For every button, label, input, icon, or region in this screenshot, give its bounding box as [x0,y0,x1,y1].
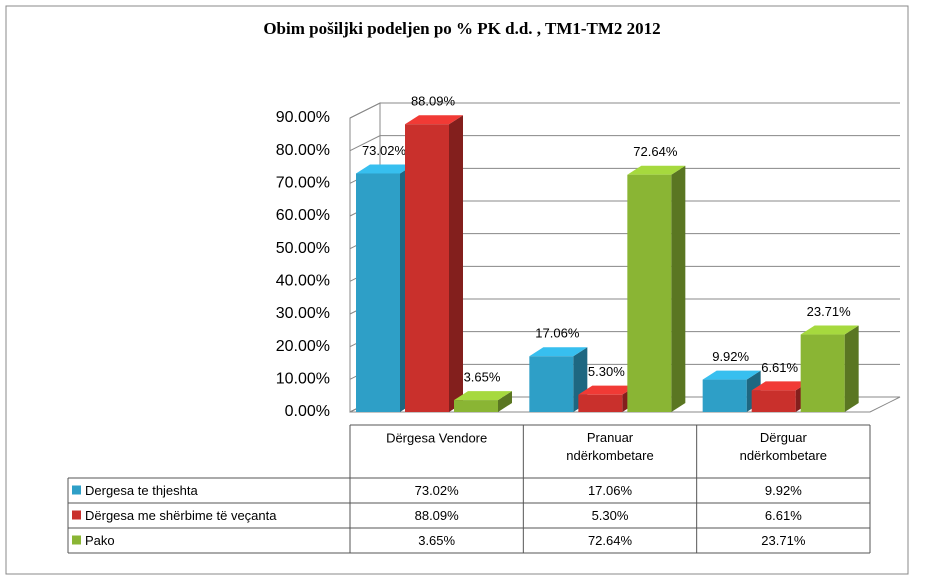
data-label: 9.92% [712,349,749,364]
legend-swatch [72,485,81,495]
legend-label: Dërgesa me shërbime të veçanta [85,508,277,523]
table-cell: 72.64% [588,533,633,548]
bar-top [405,115,463,125]
bar-top [529,347,588,357]
table-cell: 3.65% [418,533,455,548]
bar-side [844,325,859,412]
y-tick-label: 70.00% [276,175,330,192]
bar-top [702,370,761,380]
bar [627,174,672,412]
bar [529,356,574,412]
legend-swatch [72,510,81,520]
table-cell: 5.30% [592,508,629,523]
bar [405,124,449,413]
table-cell: 23.71% [761,533,806,548]
x-tick-label: Pranuar ndërkombetare [566,430,653,463]
bar-top [627,165,686,175]
bar-side [498,391,512,412]
chart-title: Obim pošiljki podeljen po % PK d.d. , TM… [263,19,660,38]
bar-side [449,115,463,413]
bar [356,173,400,412]
y-tick-label: 30.00% [276,305,330,322]
table-cell: 9.92% [765,483,802,498]
table-cell: 73.02% [415,483,460,498]
bar-top [578,385,637,395]
data-label: 88.09% [411,94,456,109]
data-label: 23.71% [807,304,852,319]
y-tick-label: 40.00% [276,273,330,290]
y-tick-label: 50.00% [276,240,330,257]
bar-top [454,391,512,401]
x-tick-label: Dërguar ndërkombetare [740,430,827,463]
grid-line [349,135,900,152]
bar [702,379,747,412]
data-label: 5.30% [588,364,625,379]
table-cell: 6.61% [765,508,802,523]
y-tick-label: 80.00% [276,142,330,159]
data-label: 6.61% [761,360,798,375]
bar-top [800,325,859,335]
bar [800,334,845,412]
y-tick-label: 60.00% [276,207,330,224]
bar [578,394,623,412]
data-label: 17.06% [535,326,580,341]
y-tick-label: 90.00% [276,109,330,126]
legend-label: Pako [85,533,115,548]
bar [751,390,796,412]
y-tick-label: 10.00% [276,371,330,388]
data-label: 72.64% [633,144,678,159]
x-tick-label: Dërgesa Vendore [386,430,487,445]
y-tick-label: 20.00% [276,338,330,355]
table-cell: 88.09% [415,508,460,523]
bar [454,400,498,412]
table-cell: 17.06% [588,483,633,498]
legend-label: Dergesa te thjeshta [85,483,199,498]
y-tick-label: 0.00% [285,403,330,420]
data-label: 73.02% [362,143,407,158]
legend-swatch [72,535,81,545]
bar-top [356,164,414,174]
data-label: 3.65% [464,370,501,385]
bar-top [751,381,810,391]
bar-side [671,165,686,412]
grid-line [349,102,900,119]
